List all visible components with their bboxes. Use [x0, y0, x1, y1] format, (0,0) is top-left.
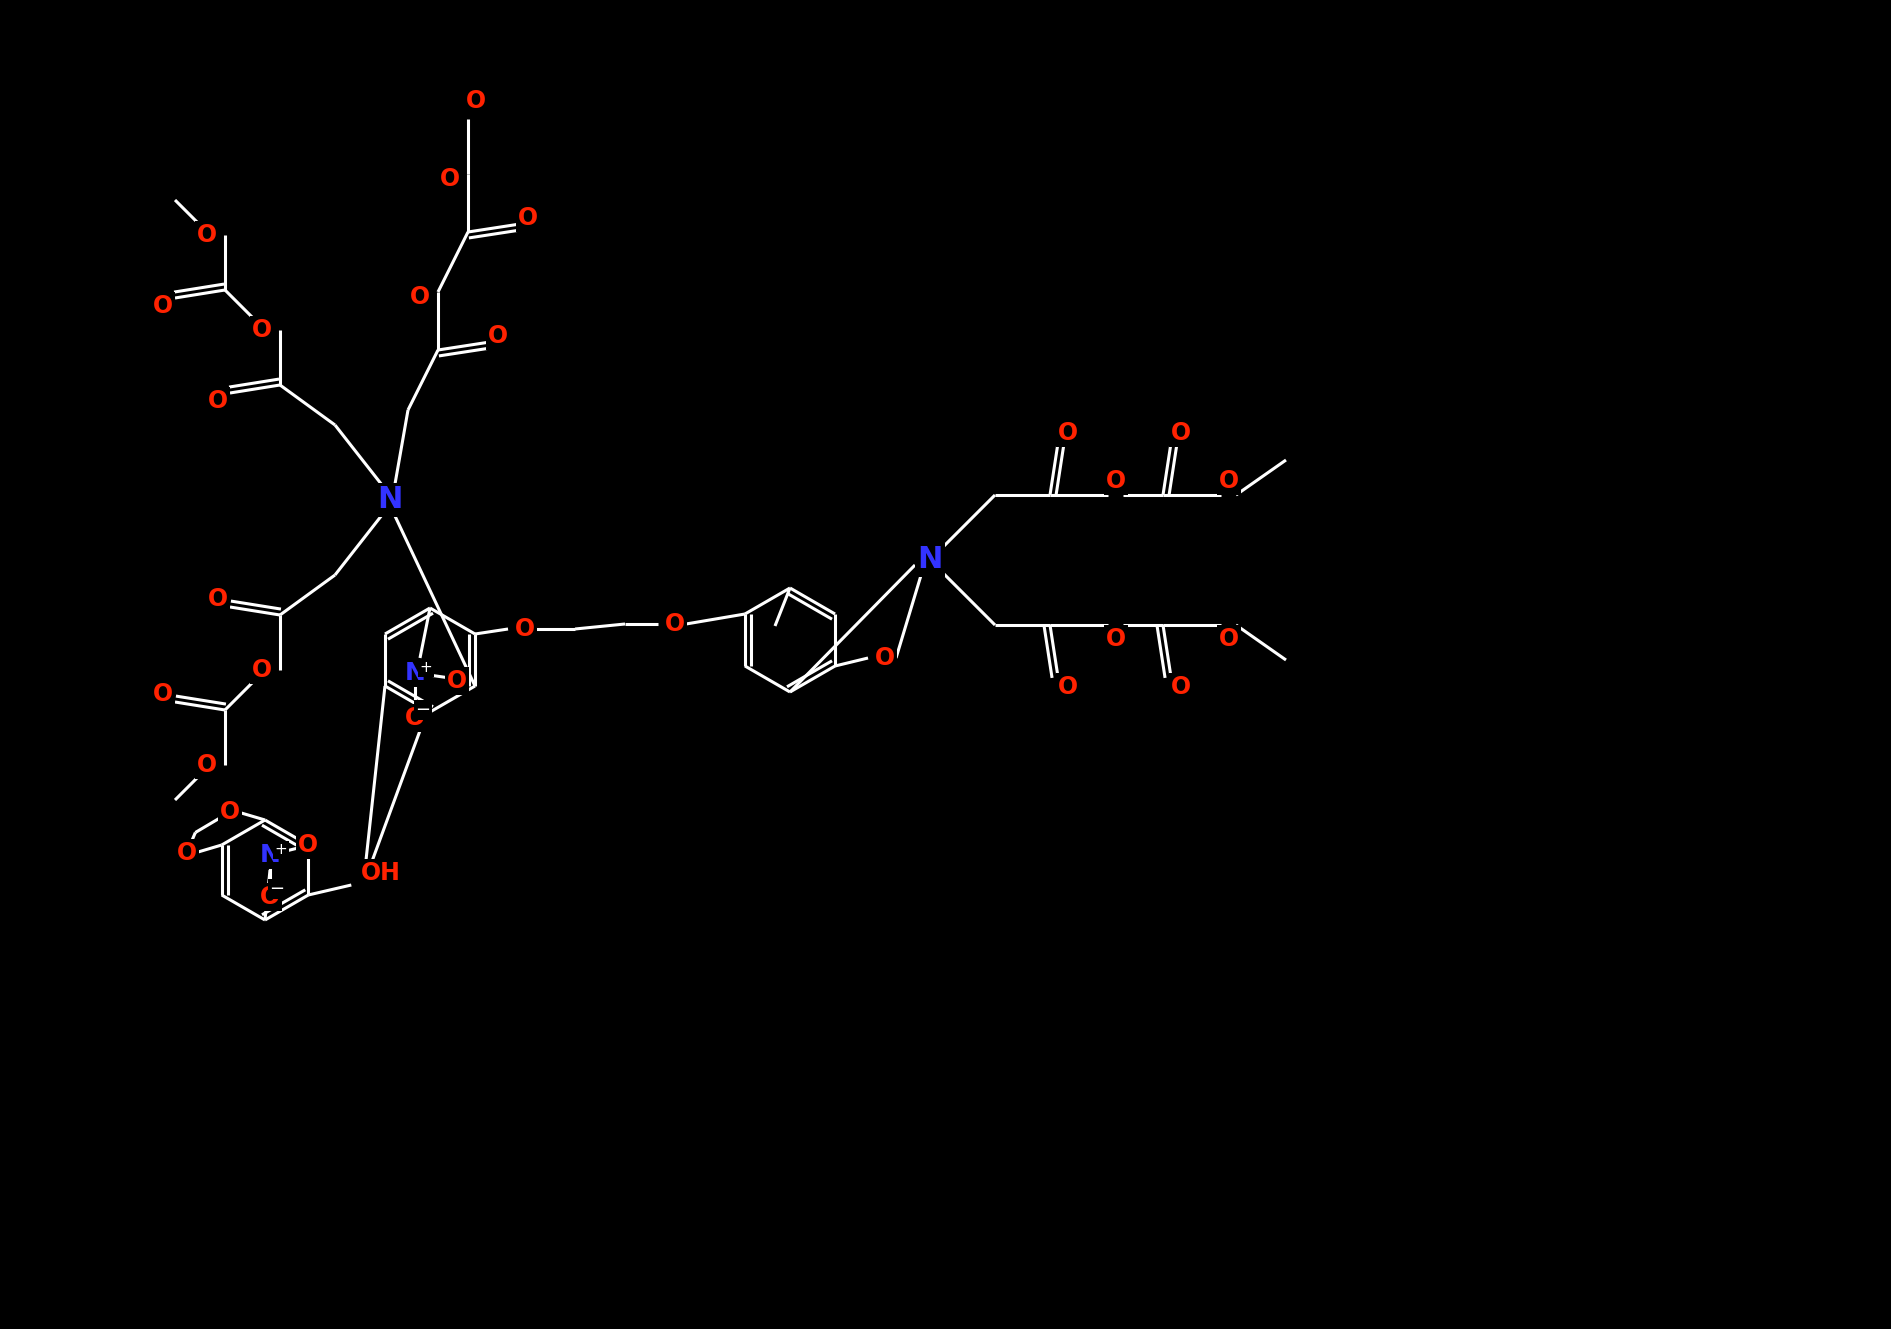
- Text: O: O: [876, 646, 894, 670]
- Text: +: +: [420, 661, 433, 675]
- Text: O: O: [208, 389, 229, 413]
- Text: O: O: [1171, 675, 1191, 699]
- Text: O: O: [259, 885, 280, 909]
- Text: N: N: [259, 843, 280, 867]
- Text: O: O: [252, 658, 272, 682]
- Text: O: O: [176, 841, 197, 865]
- Text: O: O: [405, 706, 425, 730]
- Text: O: O: [208, 587, 229, 611]
- Text: OH: OH: [361, 861, 401, 885]
- Text: O: O: [441, 167, 460, 191]
- Text: O: O: [153, 294, 174, 318]
- Text: −: −: [269, 880, 284, 898]
- Text: O: O: [299, 833, 318, 857]
- Text: O: O: [197, 754, 217, 777]
- Text: +: +: [274, 843, 287, 857]
- Text: O: O: [1106, 627, 1125, 651]
- Text: O: O: [1057, 675, 1078, 699]
- Text: O: O: [1220, 469, 1239, 493]
- Text: O: O: [1106, 469, 1125, 493]
- Text: −: −: [416, 700, 431, 719]
- Text: O: O: [410, 284, 429, 310]
- Text: N: N: [917, 545, 944, 574]
- Text: N: N: [405, 661, 425, 684]
- Text: O: O: [666, 611, 685, 637]
- Text: O: O: [488, 324, 509, 348]
- Text: O: O: [153, 682, 174, 706]
- Text: O: O: [252, 318, 272, 342]
- Text: N: N: [378, 485, 403, 514]
- Text: O: O: [197, 223, 217, 247]
- Text: O: O: [446, 668, 467, 692]
- Text: O: O: [219, 800, 240, 824]
- Text: O: O: [518, 206, 539, 230]
- Text: O: O: [514, 617, 535, 641]
- Text: O: O: [465, 89, 486, 113]
- Text: O: O: [1220, 627, 1239, 651]
- Text: O: O: [1171, 421, 1191, 445]
- Text: O: O: [1057, 421, 1078, 445]
